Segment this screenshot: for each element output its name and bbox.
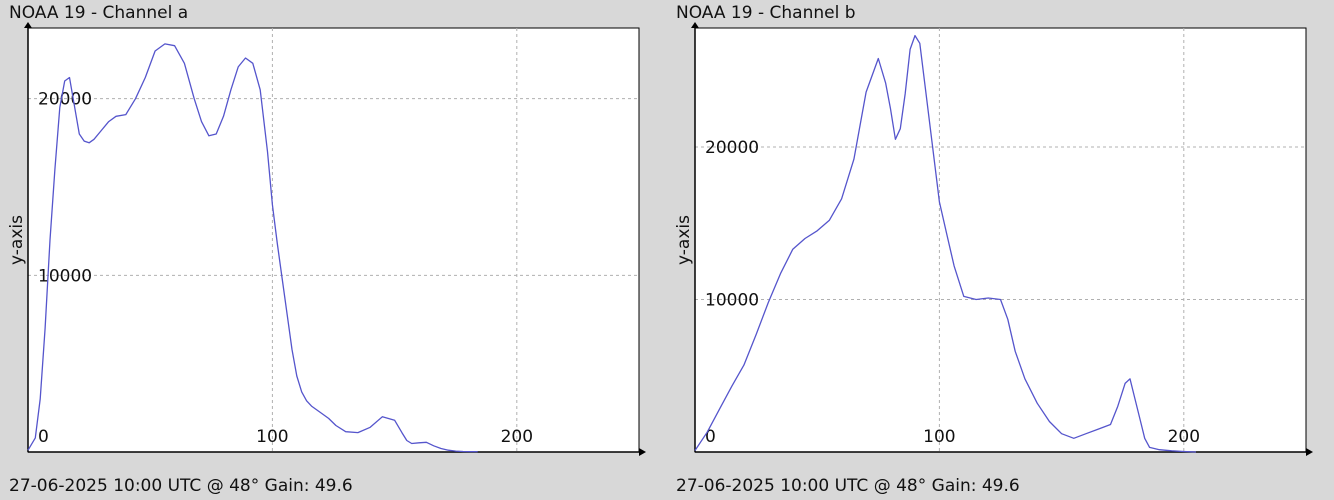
series-line (694, 34, 1197, 453)
y-axis-label: y-axis (7, 215, 27, 265)
x-tick-label: 100 (256, 427, 288, 447)
plot-area (694, 27, 1307, 453)
y-tick-label: 10000 (38, 266, 92, 286)
chart-a-title: NOAA 19 - Channel a (9, 3, 189, 23)
y-axis-label: y-axis (674, 215, 694, 265)
y-tick-label: 20000 (705, 138, 759, 158)
series-line (27, 43, 478, 453)
plot-area (27, 27, 640, 453)
y-axis-arrow (691, 22, 699, 28)
chart-a-plot: 0 100 200 10000 20000 y-axis (7, 22, 646, 456)
chart-b-plot: 0 100 200 10000 20000 y-axis (674, 22, 1313, 456)
x-tick-label: 200 (1168, 427, 1200, 447)
x-tick-label: 200 (501, 427, 533, 447)
y-tick-label: 20000 (38, 90, 92, 110)
x-tick-label: 0 (705, 427, 716, 447)
x-axis-arrow (1306, 448, 1313, 456)
x-axis-arrow (639, 448, 646, 456)
chart-b-footer: 27-06-2025 10:00 UTC @ 48° Gain: 49.6 (676, 476, 1020, 496)
chart-panel-channel-a: 0 100 200 10000 20000 y-axis NOAA 19 - Channe… (0, 0, 660, 500)
x-tick-label: 0 (38, 427, 49, 447)
x-tick-label: 100 (923, 427, 955, 447)
chart-panel-channel-b: 0 100 200 10000 20000 y-axis NOAA 19 - Channe… (667, 0, 1327, 500)
y-axis-arrow (24, 22, 32, 28)
chart-b-title: NOAA 19 - Channel b (676, 3, 856, 23)
chart-a-footer: 27-06-2025 10:00 UTC @ 48° Gain: 49.6 (9, 476, 353, 496)
y-tick-label: 10000 (705, 290, 759, 310)
